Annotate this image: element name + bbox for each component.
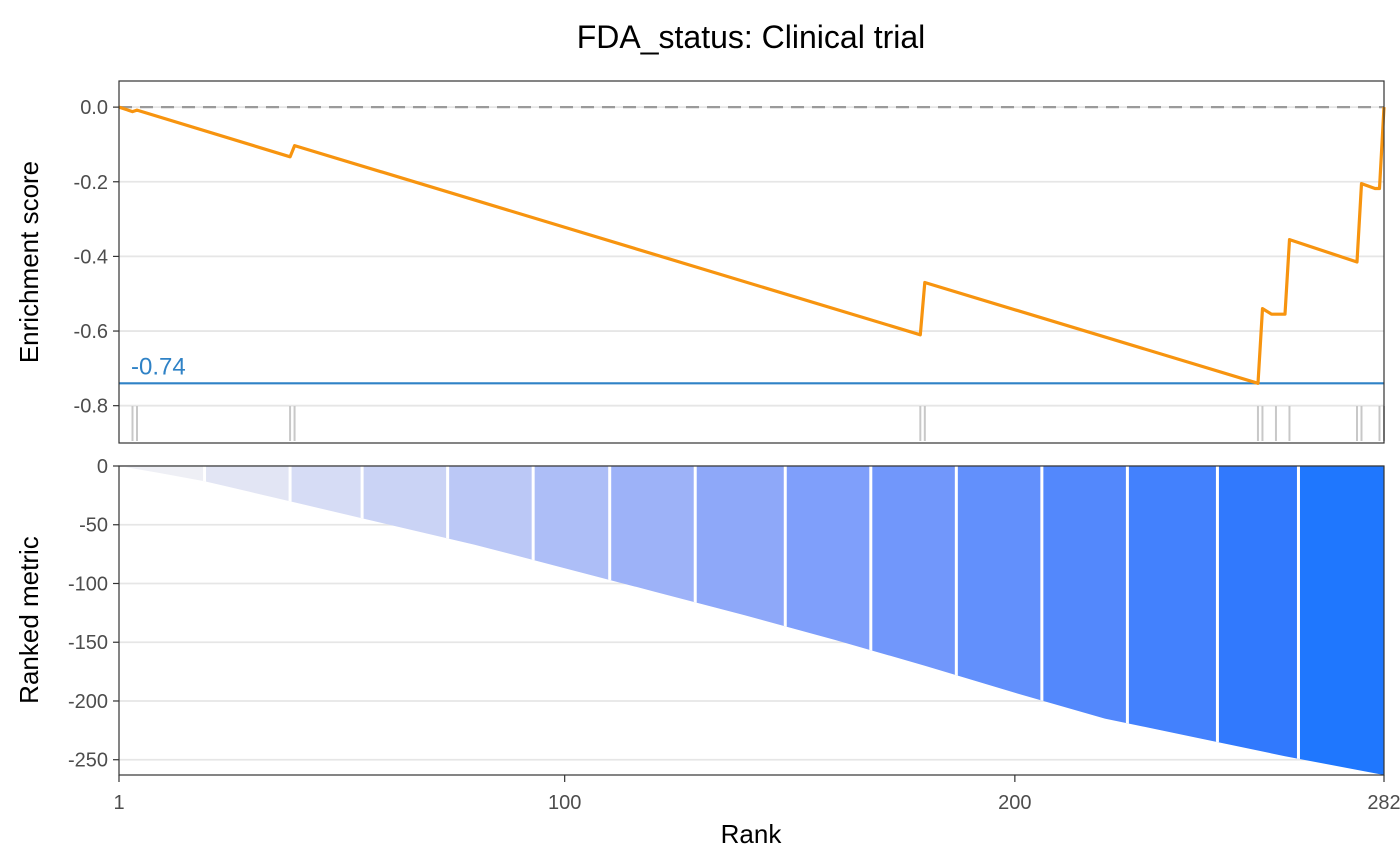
y-axis-label-ranked-metric: Ranked metric bbox=[14, 536, 44, 704]
x-tick-label: 282 bbox=[1367, 792, 1400, 814]
ranked-metric-band bbox=[695, 466, 786, 775]
x-tick-label: 200 bbox=[998, 792, 1031, 814]
ranked-metric-panel: 0 -50 -100 -150 -200 -250 bbox=[68, 456, 1385, 776]
ranked-metric-band bbox=[1041, 466, 1128, 775]
ranked-metric-band bbox=[290, 466, 363, 775]
ranked-metric-band bbox=[119, 466, 205, 775]
x-axis-label: Rank bbox=[721, 819, 783, 849]
ranked-metric-band bbox=[204, 466, 291, 775]
y-tick-label: 0 bbox=[97, 456, 108, 478]
y-tick-label: -0.6 bbox=[74, 321, 108, 343]
ranked-metric-band bbox=[956, 466, 1042, 775]
ranked-metric-band bbox=[870, 466, 957, 775]
ranked-metric-band bbox=[533, 466, 610, 775]
y-tick-label: -200 bbox=[68, 691, 108, 713]
ranked-metric-band bbox=[1127, 466, 1218, 775]
enrichment-score-line bbox=[118, 105, 1386, 385]
ranked-metric-band bbox=[609, 466, 696, 775]
enrichment-panel: 0.0 -0.2 -0.4 -0.6 -0.8 -0.74 bbox=[74, 80, 1386, 444]
ranked-metric-bands bbox=[119, 466, 1384, 775]
y-tick-label: -100 bbox=[68, 573, 108, 595]
y-tick-label: -250 bbox=[68, 750, 108, 772]
bottom-panel-frame bbox=[118, 465, 1385, 776]
x-tick-label: 1 bbox=[113, 792, 124, 814]
ranked-metric-band bbox=[1217, 466, 1299, 775]
ranked-metric-band bbox=[1298, 466, 1384, 775]
chart-title: FDA_status: Clinical trial bbox=[577, 19, 926, 55]
ranked-metric-band bbox=[785, 466, 871, 775]
y-tick-label: -50 bbox=[79, 515, 108, 537]
y-tick-label: -150 bbox=[68, 632, 108, 654]
x-tick-label: 100 bbox=[548, 792, 581, 814]
y-tick-label: -0.4 bbox=[74, 246, 108, 268]
y-tick-label: -0.8 bbox=[74, 396, 108, 418]
ranked-metric-band bbox=[362, 466, 448, 775]
min-es-label: -0.74 bbox=[131, 353, 186, 380]
y-tick-label: -0.2 bbox=[74, 172, 108, 194]
x-axis: 1 100 200 282 bbox=[113, 775, 1400, 814]
ranked-metric-band bbox=[447, 466, 534, 775]
y-tick-label: 0.0 bbox=[80, 97, 108, 119]
top-panel-frame bbox=[118, 80, 1385, 444]
y-axis-label-enrichment: Enrichment score bbox=[14, 161, 44, 363]
